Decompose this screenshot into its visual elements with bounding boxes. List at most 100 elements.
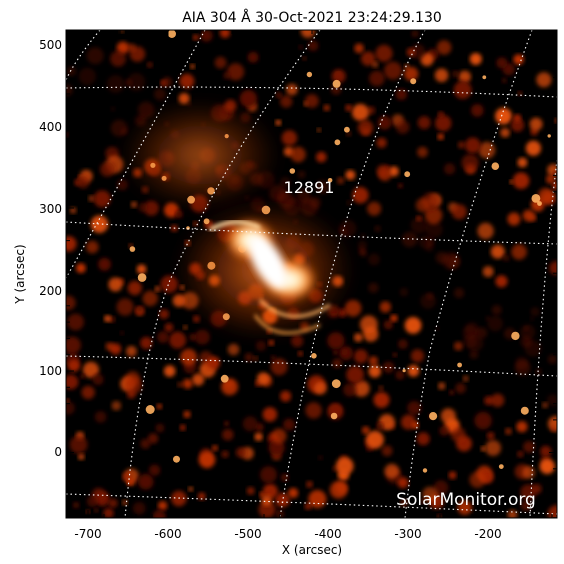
network-blob (86, 47, 104, 65)
network-blob (361, 426, 370, 435)
network-blob (345, 104, 353, 112)
network-blob (110, 119, 128, 137)
axis-ticks (66, 30, 557, 519)
network-blob (194, 329, 210, 345)
bright-point (332, 79, 341, 88)
network-blob (384, 61, 402, 80)
network-blob (280, 95, 293, 108)
network-blob (183, 410, 191, 418)
network-blob (136, 306, 144, 314)
network-blob (283, 418, 295, 431)
network-blob (327, 332, 345, 350)
network-blob (549, 261, 557, 275)
network-blob (159, 309, 169, 320)
network-blob (335, 457, 354, 475)
network-blob (253, 356, 258, 361)
network-blob (437, 111, 444, 118)
network-blob (302, 56, 307, 61)
bright-point (531, 194, 541, 203)
network-blob (179, 424, 186, 431)
network-blob (359, 315, 378, 334)
network-blob (223, 420, 230, 427)
network-blob (374, 225, 381, 232)
network-blob (457, 500, 473, 515)
network-blob (291, 335, 304, 348)
bright-point (327, 178, 333, 183)
network-blob (163, 365, 176, 377)
network-blob (397, 477, 409, 489)
network-blob (260, 466, 277, 484)
bright-point (404, 171, 411, 178)
network-blob (235, 447, 246, 458)
network-blob (390, 314, 398, 322)
network-blob (94, 411, 107, 423)
x-tick-label: -600 (154, 527, 181, 541)
network-blob (469, 350, 479, 359)
network-blob (438, 382, 446, 390)
network-blob (550, 425, 557, 432)
network-blob (447, 255, 460, 269)
network-blob (474, 411, 492, 430)
bright-point (137, 273, 147, 282)
network-blob (127, 479, 133, 485)
network-blob (440, 408, 456, 424)
network-blob (505, 427, 512, 435)
network-blob (192, 315, 200, 323)
network-blob (469, 53, 482, 65)
network-blob (455, 382, 466, 394)
network-blob (305, 94, 319, 108)
network-blob (67, 313, 84, 331)
network-blob (464, 137, 481, 154)
network-blob (227, 63, 245, 81)
network-blob (458, 70, 471, 84)
network-blob (451, 204, 467, 220)
network-blob (353, 349, 368, 364)
network-blob (401, 231, 418, 248)
bright-point (537, 201, 542, 206)
network-blob (69, 207, 77, 214)
network-blob (152, 510, 166, 518)
network-blob (315, 180, 330, 194)
network-blob (66, 401, 75, 415)
network-blob (360, 233, 366, 239)
network-blob (66, 374, 79, 390)
network-blob (514, 359, 531, 376)
network-blob (520, 324, 536, 340)
bright-point (173, 455, 180, 463)
network-blob (161, 77, 173, 88)
network-blob (384, 463, 400, 479)
network-blob (120, 331, 124, 335)
network-blob (346, 200, 352, 206)
network-blob (495, 107, 512, 125)
network-blob (197, 492, 206, 501)
network-blob (520, 500, 532, 512)
y-tick-labels: 500 400 300 200 100 0 (39, 38, 62, 459)
network-blob (300, 30, 315, 38)
network-blob (318, 455, 323, 460)
network-blob (435, 326, 440, 331)
network-blob (103, 507, 114, 518)
bright-point (334, 139, 341, 146)
network-blob (395, 120, 410, 134)
network-blob (346, 365, 364, 384)
network-blob (92, 374, 104, 385)
bright-point (410, 78, 417, 85)
network-blob (545, 174, 556, 184)
grid-line (404, 30, 533, 518)
y-tick-label: 0 (54, 445, 62, 459)
network-blob (482, 266, 494, 278)
network-blob (160, 275, 178, 294)
network-blob (357, 240, 367, 250)
network-blob (111, 400, 122, 411)
network-blob (368, 282, 379, 293)
grid-line (66, 493, 557, 515)
network-blob (314, 381, 327, 395)
network-blob (214, 56, 227, 69)
network-blob (407, 401, 422, 415)
network-blob (395, 88, 407, 100)
network-blob (308, 490, 327, 508)
network-blob (154, 286, 161, 292)
network-blob (449, 389, 455, 396)
network-blob (422, 486, 438, 502)
network-blob (480, 446, 486, 452)
